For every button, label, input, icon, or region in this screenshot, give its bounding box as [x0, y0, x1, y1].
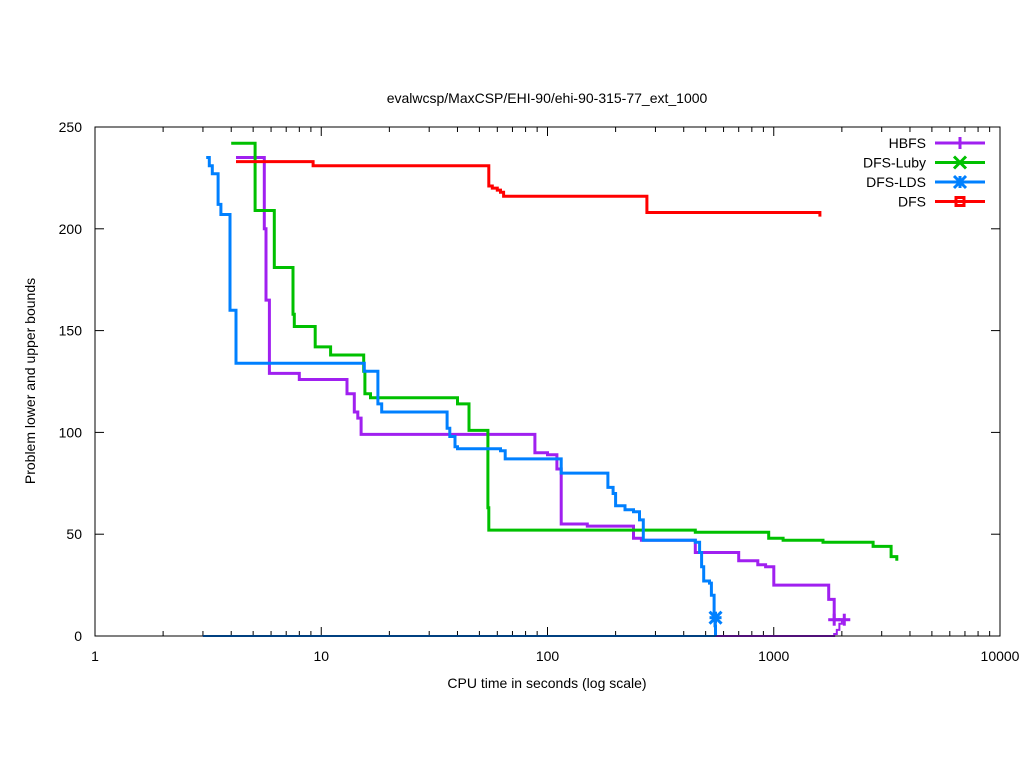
y-tick-label: 0 — [74, 628, 82, 644]
series-hbfs-lower-bound — [202, 619, 843, 637]
legend-label-hbfs: HBFS — [889, 135, 926, 151]
y-tick-label: 250 — [59, 119, 83, 135]
axis-ticks: 1 10 100 1000 10000 0 50 100 150 200 250 — [59, 119, 1020, 664]
legend-marker-dfs — [954, 196, 966, 207]
legend-label-dfs-lds: DFS-LDS — [866, 174, 926, 190]
y-tick-label: 150 — [59, 323, 83, 339]
series-hbfs-marker — [828, 613, 841, 626]
x-tick-label: 10000 — [981, 648, 1020, 664]
legend-label-dfs-luby: DFS-Luby — [863, 155, 926, 171]
legend-marker-dfs-lds — [952, 174, 968, 190]
series-dfs-upper-bound — [236, 160, 822, 217]
legend-label-dfs: DFS — [898, 194, 926, 210]
series-lines — [202, 141, 899, 637]
x-tick-label: 1000 — [758, 648, 789, 664]
series-hbfs-marker — [838, 613, 851, 626]
series-dfs-lds-marker — [708, 610, 723, 625]
y-axis-label: Problem lower and upper bounds — [22, 278, 38, 484]
y-tick-label: 200 — [59, 221, 83, 237]
series-dfs-lds-upper-bound — [206, 156, 717, 636]
x-tick-label: 100 — [536, 648, 560, 664]
chart-title: evalwcsp/MaxCSP/EHI-90/ehi-90-315-77_ext… — [387, 90, 708, 106]
x-axis-label: CPU time in seconds (log scale) — [447, 675, 646, 691]
series-hbfs-upper-bound — [236, 156, 845, 622]
series-dfs-luby-upper-bound — [231, 141, 899, 561]
legend: HBFS DFS-Luby DFS-LDS DFS — [863, 135, 985, 210]
plot-area-frame — [94, 126, 1001, 637]
x-tick-label: 1 — [91, 648, 99, 664]
y-tick-label: 100 — [59, 424, 83, 440]
x-tick-label: 10 — [313, 648, 329, 664]
y-tick-label: 50 — [66, 526, 82, 542]
legend-marker-hbfs — [954, 137, 966, 149]
legend-marker-dfs-luby — [952, 155, 968, 170]
